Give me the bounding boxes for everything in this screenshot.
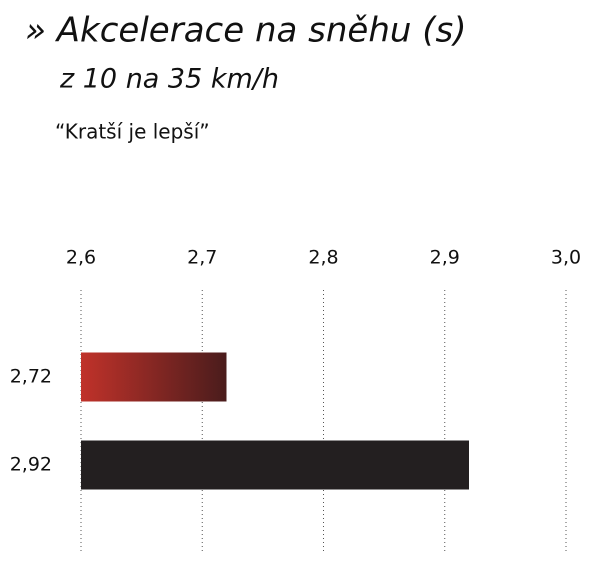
bar [81,352,227,402]
x-tick-label: 3,0 [551,247,581,269]
value-label: 2,92 [10,454,52,476]
x-tick-label: 2,7 [187,247,217,269]
value-label: 2,72 [10,366,52,388]
chart-title: » Akcelerace na sněhu (s) [25,11,466,51]
x-tick-label: 2,8 [308,247,338,269]
x-tick-label: 2,9 [430,247,460,269]
x-tick-label: 2,6 [66,247,96,269]
chart-subtitle: z 10 na 35 km/h [59,64,279,95]
bar [81,440,469,490]
annotation: “Kratší je lepší” [55,120,210,144]
